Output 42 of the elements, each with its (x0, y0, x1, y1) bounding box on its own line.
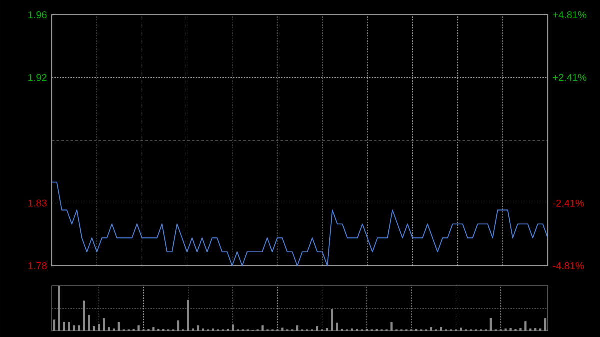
bar (490, 318, 492, 331)
bar (197, 326, 200, 331)
bar (390, 322, 393, 331)
y2-tick-label: +4.81% (553, 11, 587, 19)
bar (524, 322, 527, 331)
bar (88, 315, 90, 331)
bar (98, 324, 100, 331)
y2-tick-label: +2.41% (553, 74, 587, 82)
bar (138, 326, 140, 331)
bar (152, 327, 155, 331)
bar (73, 326, 76, 331)
bar (187, 300, 190, 331)
bar (440, 327, 442, 331)
bar (78, 326, 80, 331)
y-tick-label: 1.96 (28, 11, 47, 19)
y-tick-label: 1.92 (28, 74, 47, 82)
bar (262, 326, 264, 331)
bar (68, 322, 70, 331)
bar (63, 322, 66, 331)
bar (544, 318, 547, 331)
bar (331, 309, 334, 331)
bar (326, 328, 328, 331)
bar (336, 322, 338, 331)
bar (232, 324, 234, 331)
y2-tick-label: -4.81% (553, 262, 584, 270)
y2-tick-label: -2.41% (553, 200, 584, 207)
bar (296, 326, 299, 331)
bar (316, 326, 318, 331)
bar (520, 328, 522, 331)
y-tick-label: 1.83 (28, 200, 47, 207)
bar (108, 327, 110, 331)
bar (177, 320, 180, 331)
bar (103, 318, 106, 331)
bar (53, 320, 56, 331)
bar (510, 328, 512, 331)
bar (83, 300, 86, 331)
bar (118, 322, 120, 331)
bar (460, 328, 462, 331)
bar (430, 327, 433, 331)
bar (58, 286, 61, 331)
bar (93, 326, 96, 331)
y-tick-label: 1.78 (28, 262, 47, 270)
